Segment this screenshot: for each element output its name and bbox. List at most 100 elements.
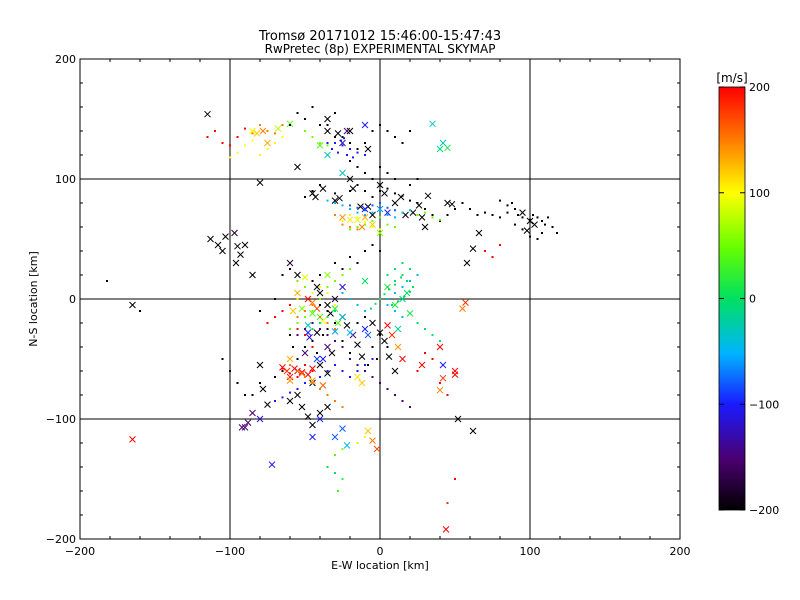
dot-point	[461, 202, 464, 204]
dot-point	[334, 136, 336, 138]
dot-point	[386, 388, 389, 390]
dot-point	[289, 364, 291, 366]
cross-point	[289, 307, 297, 315]
cross-point	[444, 199, 451, 207]
cross-point	[259, 127, 267, 135]
dot-point	[311, 328, 314, 330]
cross-point	[304, 295, 312, 303]
dot-point	[311, 280, 314, 282]
cross-point	[298, 368, 306, 376]
dot-point	[356, 148, 359, 150]
dot-point	[379, 228, 381, 231]
dot-point	[446, 214, 449, 216]
cross-point	[304, 413, 312, 420]
cross-point	[442, 526, 450, 533]
cross-point	[324, 301, 331, 309]
dot-point	[296, 334, 299, 336]
dot-point	[341, 448, 344, 450]
cross-point	[526, 217, 534, 225]
dot-point	[259, 154, 261, 156]
cross-point	[369, 319, 376, 327]
dot-point	[334, 304, 336, 306]
dot-point	[371, 220, 374, 222]
dot-point	[289, 268, 291, 270]
cross-point	[354, 373, 361, 381]
dot-point	[349, 298, 351, 300]
dot-point	[514, 223, 516, 226]
colorbar-tick-label: 100	[749, 187, 770, 200]
dot-point	[379, 298, 381, 300]
colorbar-tick-label: 200	[749, 81, 770, 94]
cross-point	[316, 415, 324, 423]
dot-point	[484, 250, 486, 252]
dot-point	[334, 202, 336, 204]
dot-point	[424, 328, 426, 330]
cross-point	[418, 214, 426, 221]
dot-point	[394, 292, 396, 294]
dot-point	[356, 322, 359, 324]
dot-point	[394, 178, 396, 180]
dot-point	[364, 364, 366, 366]
dot-point	[356, 262, 359, 264]
dot-point	[401, 316, 404, 318]
dot-point	[326, 199, 329, 202]
cross-point	[256, 361, 264, 369]
dot-point	[346, 154, 348, 156]
cross-point	[274, 125, 282, 132]
dot-point	[341, 223, 344, 226]
dot-point	[409, 184, 411, 186]
cross-point	[324, 271, 331, 279]
dot-point	[340, 139, 342, 142]
dot-point	[386, 304, 389, 306]
dot-point	[319, 142, 321, 144]
dot-point	[364, 370, 366, 372]
dot-point	[334, 454, 336, 456]
dot-point	[416, 202, 419, 204]
dot-point	[206, 136, 209, 138]
dot-point	[341, 292, 344, 294]
dot-point	[364, 310, 366, 312]
dot-point	[349, 142, 351, 144]
dot-point	[341, 346, 344, 348]
dot-point	[281, 367, 284, 370]
cross-point	[328, 349, 336, 357]
dot-point	[266, 322, 269, 324]
dot-point	[454, 478, 456, 480]
dot-point	[311, 304, 314, 306]
chart-title: Tromsø 20171012 15:46:00-15:47:43	[258, 29, 501, 44]
dot-point	[394, 280, 396, 282]
y-axis-label: N-S location [km]	[27, 251, 40, 347]
axis-ticks: −200 −100 0 100 200 −200 −100 0 100 200	[46, 53, 691, 558]
dot-point	[356, 211, 359, 214]
dot-point	[334, 262, 336, 264]
cross-point	[241, 424, 249, 431]
cross-point	[384, 209, 391, 216]
dot-point	[409, 406, 411, 408]
dot-point	[416, 370, 419, 372]
chart-subtitle: RwPretec (8p) EXPERIMENTAL SKYMAP	[265, 42, 496, 56]
dot-point	[544, 223, 546, 226]
cross-point	[301, 274, 309, 281]
dot-point	[401, 194, 404, 197]
dot-point	[319, 322, 321, 324]
dot-point	[371, 178, 374, 180]
cross-point	[376, 229, 384, 237]
dot-point	[484, 211, 486, 214]
dot-point	[394, 209, 396, 212]
cross-point	[231, 229, 238, 237]
dot-point	[454, 208, 456, 210]
dot-point	[236, 136, 239, 138]
dot-point	[326, 310, 329, 312]
cross-point	[523, 227, 531, 234]
dot-point	[388, 288, 390, 291]
dot-point	[304, 334, 306, 336]
dot-point	[341, 478, 344, 480]
dot-point	[406, 280, 408, 282]
cross-point	[361, 121, 369, 129]
dot-point	[311, 310, 314, 312]
cross-point	[313, 329, 321, 336]
dot-point	[403, 295, 405, 298]
dot-point	[401, 274, 404, 276]
dot-point	[431, 214, 434, 216]
dot-point	[334, 214, 336, 216]
